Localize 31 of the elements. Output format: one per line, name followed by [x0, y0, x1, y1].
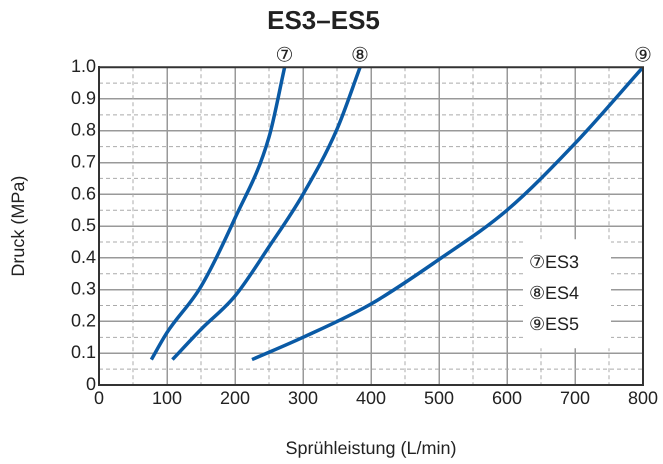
series-label: ⑨ — [634, 44, 652, 67]
x-tick-label: 300 — [288, 388, 318, 408]
line-series — [150, 67, 286, 362]
x-tick-label: 700 — [560, 388, 590, 408]
y-tick-label: 0.8 — [70, 120, 96, 140]
line-series — [250, 67, 643, 362]
x-tick-label: 100 — [152, 388, 182, 408]
x-tick-label: 600 — [492, 388, 522, 408]
y-tick-label: 0.3 — [70, 278, 96, 299]
y-tick-label: 0.9 — [70, 88, 96, 108]
y-tick-label: 0.5 — [70, 215, 96, 236]
annotation: ⑧ES4 — [529, 283, 580, 304]
y-tick-label: 0.1 — [70, 342, 96, 362]
chart-title: ES3–ES5 — [267, 4, 380, 35]
annotation: ⑦ES3 — [529, 252, 580, 272]
series-label: ⑦ — [276, 44, 294, 67]
y-tick-label: 0.2 — [70, 310, 96, 330]
x-axis-title: Sprühleistung (L/min) — [285, 438, 457, 458]
x-tick-label: 400 — [356, 388, 386, 408]
annotation: ⑨ES5 — [529, 314, 580, 334]
y-axis-title: Druck (MPa) — [8, 176, 28, 277]
x-tick-label: 200 — [220, 388, 250, 408]
y-tick-label: 1.0 — [70, 56, 96, 76]
y-tick-label: 0.7 — [70, 152, 96, 172]
x-tick-label: 500 — [424, 388, 454, 408]
x-tick-label: 800 — [628, 388, 658, 408]
y-tick-label: 0.4 — [70, 246, 96, 267]
y-tick-label: 0 — [86, 374, 96, 394]
series-label: ⑧ — [351, 44, 370, 67]
line-series — [170, 67, 362, 362]
y-tick-label: 0.6 — [70, 183, 96, 204]
